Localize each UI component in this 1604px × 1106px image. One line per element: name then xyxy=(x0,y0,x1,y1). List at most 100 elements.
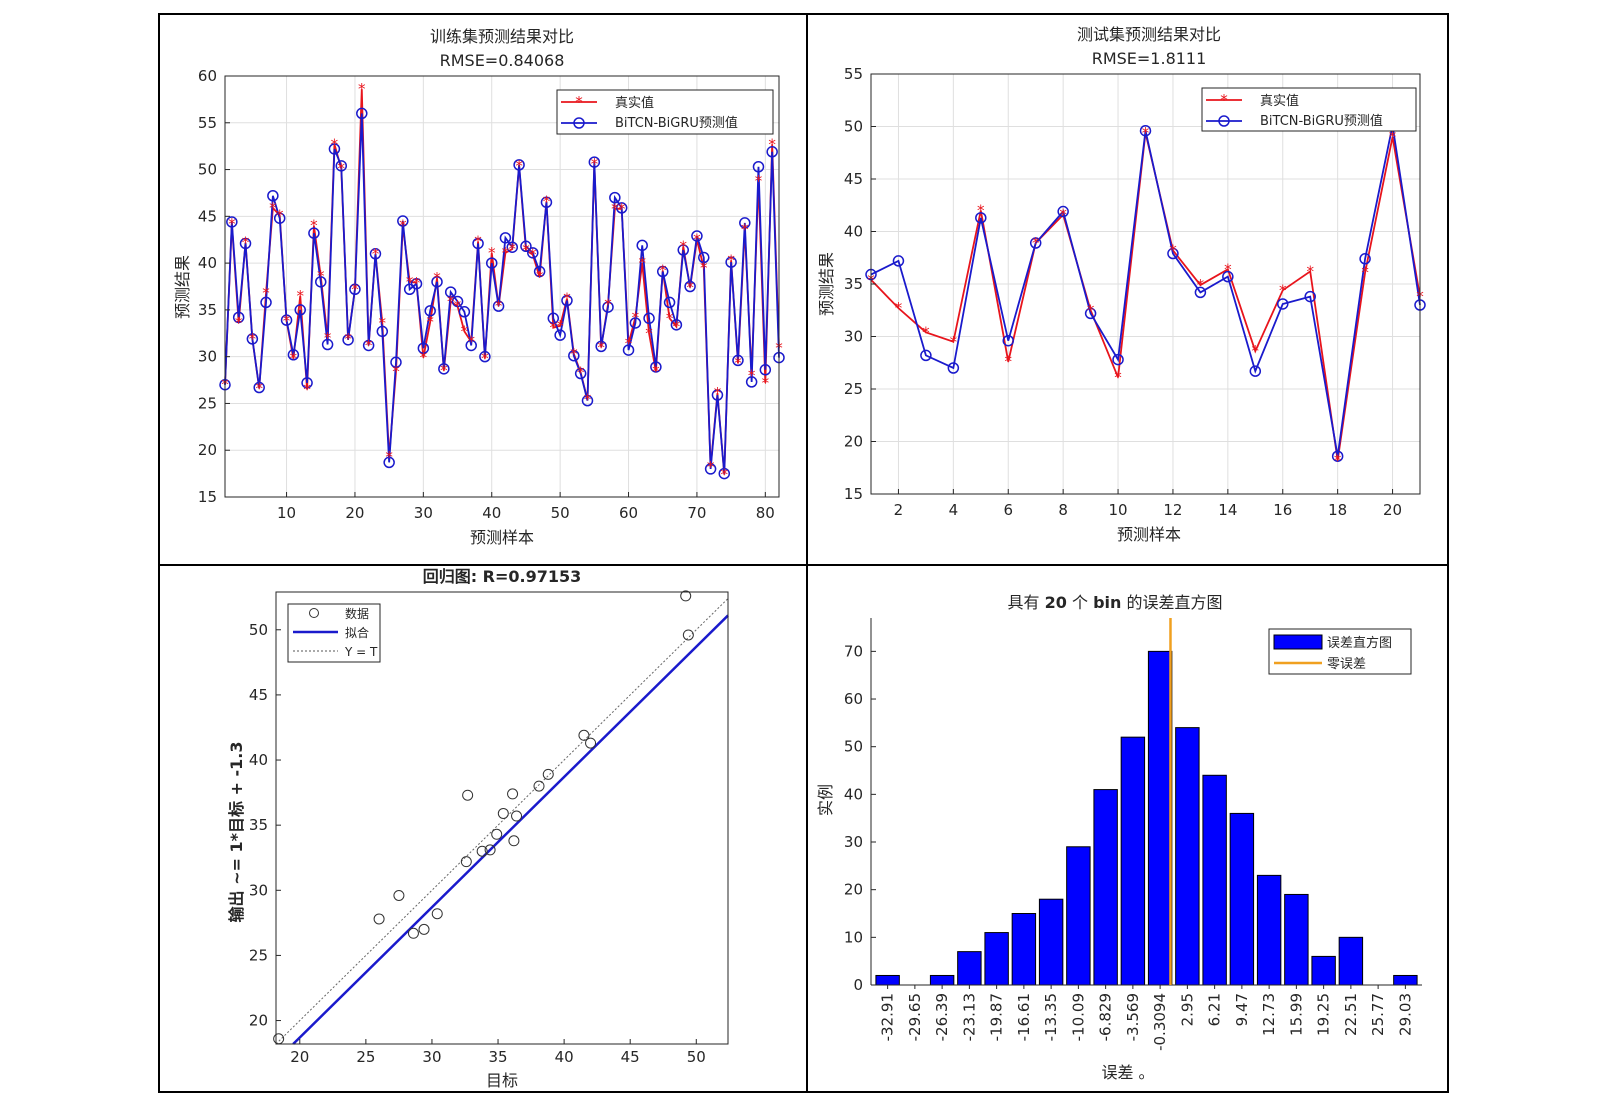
regression-y-tick-label: 40 xyxy=(249,751,268,769)
histogram-x-tick-label: -0.3094 xyxy=(1151,993,1169,1051)
regression-y-tick-label: 30 xyxy=(249,881,268,899)
histogram-x-tick-label: 9.47 xyxy=(1233,993,1251,1026)
train-true-point: * xyxy=(495,297,503,315)
train-pred-point xyxy=(513,159,525,171)
test-true-point: * xyxy=(1197,276,1205,294)
test-pred-point xyxy=(1277,298,1289,310)
test-x-tick-label: 6 xyxy=(1003,501,1013,519)
train-true-point: * xyxy=(509,240,517,258)
regression-data-point xyxy=(273,1033,285,1045)
train-pred-point xyxy=(438,363,450,375)
train-true-point: * xyxy=(529,246,537,264)
test-y-tick-label: 50 xyxy=(844,118,863,136)
test-x-tick-label: 2 xyxy=(894,501,904,519)
train-pred-point xyxy=(492,300,505,312)
train-pred-point xyxy=(239,237,252,250)
train-pred-point xyxy=(287,349,300,361)
train-true-point: * xyxy=(570,345,578,363)
regression-data-point xyxy=(460,856,472,868)
train-pred-point xyxy=(650,361,662,373)
train-pred-point xyxy=(759,364,772,376)
train-true-point: * xyxy=(317,267,325,285)
histogram-bar xyxy=(1175,727,1200,986)
histogram-legend-label-hist: 误差直方图 xyxy=(1327,635,1392,651)
histogram-y-tick-label: 60 xyxy=(844,690,863,708)
train-true-point: * xyxy=(748,366,756,384)
train-true-point: * xyxy=(618,200,626,218)
train-legend-box xyxy=(556,89,774,135)
histogram-title-mid: 个 xyxy=(1072,593,1088,612)
train-x-tick-label: 40 xyxy=(482,504,501,522)
test-true-point: * xyxy=(1032,234,1040,252)
train-true-point: * xyxy=(426,313,434,331)
test-true-point: * xyxy=(1059,206,1067,224)
train-true-point: * xyxy=(563,290,571,308)
histogram-x-tick-label: -10.09 xyxy=(1069,993,1087,1041)
train-pred-point xyxy=(725,256,737,268)
test-y-tick-label: 45 xyxy=(844,170,863,188)
histogram-xlabel: 误差 。 xyxy=(1101,1063,1154,1082)
test-series-pred-line xyxy=(870,125,1421,457)
train-xlabel: 预测样本 xyxy=(470,528,534,547)
test-y-tick-label: 25 xyxy=(844,380,863,398)
train-pred-point xyxy=(540,196,553,209)
test-x-tick-label: 18 xyxy=(1328,501,1347,519)
train-pred-point xyxy=(417,342,430,354)
train-true-point: * xyxy=(611,200,619,218)
train-true-point: * xyxy=(420,349,428,367)
histogram-bar xyxy=(1093,789,1118,986)
train-true-point: * xyxy=(638,254,646,272)
histogram-x-tick-label: 19.25 xyxy=(1315,993,1333,1036)
train-pred-point xyxy=(499,232,512,244)
train-true-point: * xyxy=(488,244,496,262)
train-ylabel: 预测结果 xyxy=(173,255,192,319)
histogram-y-tick-label: 30 xyxy=(844,833,863,851)
histogram-x-tick-label: 15.99 xyxy=(1287,993,1305,1036)
train-true-point: * xyxy=(734,354,742,372)
train-pred-point xyxy=(670,319,683,331)
train-true-point: * xyxy=(433,269,441,287)
regression-data-point xyxy=(431,908,443,920)
train-pred-point xyxy=(554,329,566,341)
train-pred-point xyxy=(376,325,389,338)
histogram-xlabel-suffix: 。 xyxy=(1139,1063,1155,1082)
regression-chart: 回归图: R=0.97153 目标 输出 ~= 1*目标 + -1.3 20 25… xyxy=(227,567,729,1090)
train-true-point: * xyxy=(331,135,339,153)
test-ylabel: 预测结果 xyxy=(817,252,836,316)
train-true-point: * xyxy=(502,244,510,262)
regression-data-point xyxy=(373,913,385,925)
train-true-point: * xyxy=(693,231,701,249)
test-true-point: * xyxy=(1306,262,1314,280)
test-pred-point xyxy=(1029,237,1042,249)
histogram-title-bin-word: bin xyxy=(1093,593,1121,612)
train-true-point: * xyxy=(762,374,770,392)
train-true-point: * xyxy=(550,319,558,337)
train-true-point: * xyxy=(351,280,359,298)
train-true-point: * xyxy=(591,155,599,173)
test-true-point: * xyxy=(1224,260,1232,278)
regression-data-point xyxy=(507,788,519,800)
test-pred-point xyxy=(1331,450,1344,462)
test-x-tick-label: 14 xyxy=(1218,501,1237,519)
test-y-tick-label: 20 xyxy=(844,433,863,451)
train-pred-point xyxy=(485,257,498,269)
train-true-point: * xyxy=(632,308,640,326)
train-true-point: * xyxy=(262,284,270,302)
train-legend: * 真实值 BiTCN-BiGRU预测值 xyxy=(556,89,774,135)
histogram-x-tick-label: -6.829 xyxy=(1097,993,1115,1041)
test-pred-point xyxy=(1139,124,1152,137)
train-true-point: * xyxy=(659,262,667,280)
train-y-tick-label: 20 xyxy=(198,441,217,459)
train-pred-point xyxy=(752,160,765,173)
histogram-bar xyxy=(1256,874,1282,986)
train-pred-point xyxy=(698,251,710,264)
train-true-point: * xyxy=(768,135,776,153)
panel-frame-histogram xyxy=(806,564,1449,1093)
test-pred-point xyxy=(1222,270,1234,283)
train-true-point: * xyxy=(303,380,311,398)
histogram-bar xyxy=(875,974,900,986)
train-y-tick-label: 55 xyxy=(198,114,217,132)
test-pred-point xyxy=(1084,307,1097,320)
regression-fit-line xyxy=(292,614,729,1045)
